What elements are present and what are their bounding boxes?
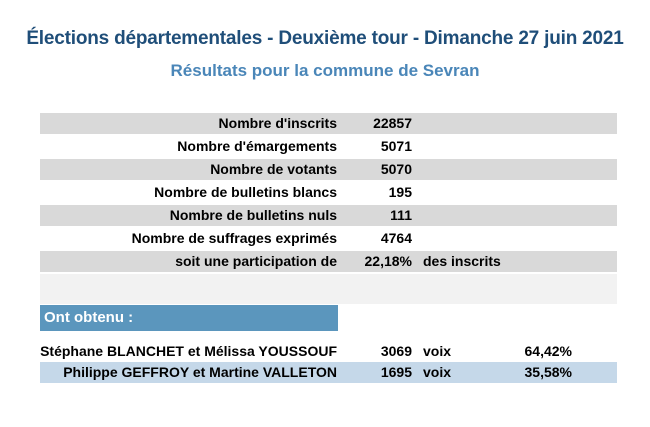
- candidate-percent: 64,42%: [524, 343, 572, 359]
- page-title: Élections départementales - Deuxième tou…: [26, 28, 624, 49]
- stat-value: 22857: [373, 115, 412, 131]
- stat-value: 195: [388, 184, 412, 200]
- stat-label: Nombre de bulletins blancs: [154, 184, 337, 200]
- stat-unit: des inscrits: [423, 253, 501, 269]
- stat-label: Nombre d'émargements: [177, 138, 337, 154]
- stat-row-participation: soit une participation de 22,18% des ins…: [40, 251, 617, 272]
- stat-value: 22,18%: [364, 253, 412, 269]
- stat-label: Nombre de suffrages exprimés: [131, 230, 337, 246]
- candidate-row: Philippe GEFFROY et Martine VALLETON 169…: [40, 362, 617, 383]
- candidate-row: Stéphane BLANCHET et Mélissa YOUSSOUF 30…: [40, 341, 617, 362]
- stat-value: 111: [390, 207, 412, 223]
- stat-label: Nombre d'inscrits: [218, 115, 337, 131]
- stat-value: 5070: [380, 161, 412, 177]
- candidate-name: Philippe GEFFROY et Martine VALLETON: [63, 364, 337, 380]
- candidate-name: Stéphane BLANCHET et Mélissa YOUSSOUF: [40, 343, 337, 359]
- stat-value: 5071: [380, 138, 412, 154]
- stat-label: Nombre de bulletins nuls: [169, 207, 337, 223]
- stat-row-blancs: Nombre de bulletins blancs 195: [40, 182, 617, 203]
- candidate-votes-unit: voix: [423, 343, 452, 359]
- spacer-row: [40, 274, 617, 304]
- stat-row-inscrits: Nombre d'inscrits 22857: [40, 113, 617, 134]
- stat-label: soit une participation de: [175, 253, 337, 269]
- stat-row-emargements: Nombre d'émargements 5071: [40, 136, 617, 157]
- results-heading: Ont obtenu :: [40, 305, 338, 331]
- stat-value: 4764: [380, 230, 412, 246]
- candidate-votes: 1695: [380, 364, 412, 380]
- candidate-percent: 35,58%: [524, 364, 572, 380]
- stat-row-votants: Nombre de votants 5070: [40, 159, 617, 180]
- stat-label: Nombre de votants: [210, 161, 337, 177]
- candidate-votes-unit: voix: [423, 364, 452, 380]
- candidate-votes: 3069: [380, 343, 412, 359]
- page-subtitle: Résultats pour la commune de Sevran: [170, 61, 480, 80]
- stat-row-exprimes: Nombre de suffrages exprimés 4764: [40, 228, 617, 249]
- stat-row-nuls: Nombre de bulletins nuls 111: [40, 205, 617, 226]
